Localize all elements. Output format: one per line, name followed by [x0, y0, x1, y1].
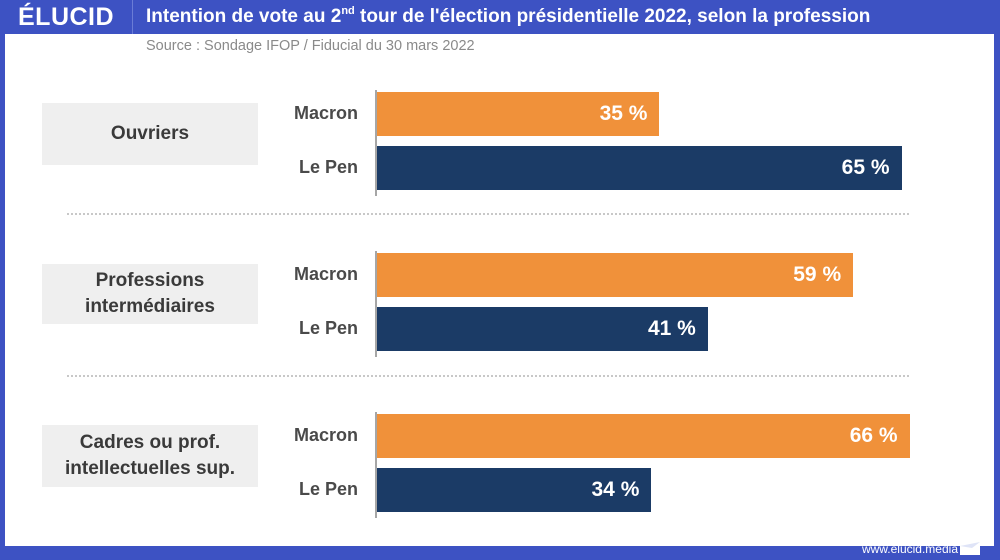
data-label: 66 %: [849, 424, 898, 447]
data-label: 35 %: [599, 102, 648, 125]
data-label: 34 %: [591, 478, 640, 501]
chart-title: Intention de vote au 2nd tour de l'élect…: [146, 4, 870, 30]
category-label-line: Professions: [95, 270, 205, 291]
category-label-line: Ouvriers: [110, 123, 190, 144]
bar-le-pen: 65 %: [377, 146, 902, 190]
series-label: Le Pen: [298, 479, 358, 499]
flag-icon: [960, 542, 980, 555]
axis-line: [375, 251, 377, 357]
elucid-logo: ÉLUCID: [18, 3, 115, 31]
group-separator: [67, 213, 909, 215]
category-label-text: Professions intermédiaires: [85, 268, 215, 320]
series-label: Le Pen: [298, 157, 358, 177]
title-part-1: Intention de vote au 2: [146, 6, 342, 27]
category-label: Ouvriers: [42, 103, 258, 165]
category-label-line: Cadres ou prof.: [79, 432, 221, 453]
header-divider: [132, 0, 133, 34]
footer-url[interactable]: www.elucid.media: [861, 542, 958, 556]
series-label: Macron: [293, 264, 358, 284]
category-label-line: intellectuelles sup.: [65, 458, 235, 479]
series-label: Le Pen: [298, 318, 358, 338]
category-label: Cadres ou prof. intellectuelles sup.: [42, 425, 258, 487]
data-label: 59 %: [793, 263, 842, 286]
data-label: 65 %: [841, 156, 890, 179]
data-label: 41 %: [647, 317, 696, 340]
bar-le-pen: 34 %: [377, 468, 652, 512]
group-separator: [67, 375, 909, 377]
category-label-text: Ouvriers: [111, 121, 189, 147]
bar-macron: 66 %: [377, 414, 910, 458]
axis-line: [375, 412, 377, 518]
category-label-line: intermédiaires: [85, 296, 215, 317]
category-label-text: Cadres ou prof. intellectuelles sup.: [65, 430, 235, 482]
category-label: Professions intermédiaires: [42, 264, 258, 324]
series-label: Macron: [293, 103, 358, 123]
chart-source: Source : Sondage IFOP / Fiducial du 30 m…: [146, 38, 475, 54]
bar-macron: 35 %: [377, 92, 660, 136]
title-superscript: nd: [341, 5, 355, 17]
title-part-2: tour de l'élection présidentielle 2022, …: [354, 6, 871, 27]
axis-line: [375, 90, 377, 196]
bar-macron: 59 %: [377, 253, 854, 297]
bar-le-pen: 41 %: [377, 307, 708, 351]
series-label: Macron: [293, 425, 358, 445]
